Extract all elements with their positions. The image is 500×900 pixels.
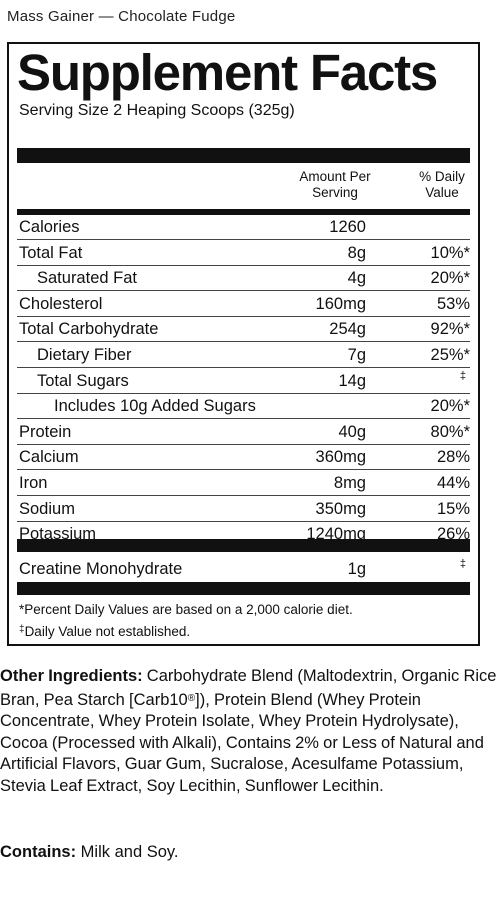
nutrient-amount: 1g	[347, 560, 366, 578]
nutrient-row: Iron 8mg 44%	[17, 470, 470, 496]
divider-bar-bottom	[17, 582, 470, 595]
contains-label: Contains:	[0, 843, 77, 861]
nutrient-label: Calories	[19, 218, 80, 236]
nutrient-row: Total Carbohydrate 254g 92%*	[17, 316, 470, 343]
nutrient-daily-value: ‡	[459, 558, 466, 570]
nutrient-label: Protein	[19, 422, 72, 441]
product-title: Mass Gainer — Chocolate Fudge	[7, 8, 236, 25]
nutrient-row: Cholesterol 160mg 53%	[17, 291, 470, 317]
nutrient-amount: 360mg	[315, 448, 366, 467]
nutrient-amount: 4g	[347, 269, 366, 288]
footnote-percent-daily-values: *Percent Daily Values are based on a 2,0…	[19, 602, 353, 617]
nutrient-label: Cholesterol	[19, 294, 103, 313]
nutrient-daily-value: 28%	[436, 448, 470, 467]
divider-bar-top	[17, 148, 470, 163]
nutrient-amount: 8mg	[333, 474, 366, 492]
allergen-contains: Contains: Milk and Soy.	[0, 843, 179, 862]
nutrient-daily-value: 15%	[436, 499, 470, 518]
nutrient-daily-value: 80%*	[430, 422, 470, 441]
nutrient-label: Sodium	[19, 499, 75, 518]
nutrient-row: Total Fat 8g 10%*	[17, 240, 470, 266]
header-amount-per-serving: Amount Per Serving	[299, 169, 371, 200]
registered-mark: ®	[187, 692, 196, 704]
other-ingredients: Other Ingredients: Carbohydrate Blend (M…	[0, 666, 500, 797]
nutrient-label: Includes 10g Added Sugars	[54, 397, 256, 416]
footnote-text: Daily Value not established.	[24, 624, 191, 639]
nutrient-row: Saturated Fat 4g 20%*	[17, 265, 470, 292]
nutrient-daily-value: 10%*	[430, 243, 470, 262]
nutrient-row: Calcium 360mg 28%	[17, 444, 470, 471]
footnote-daily-value-not-established: ‡Daily Value not established.	[19, 624, 190, 639]
nutrient-row-creatine: Creatine Monohydrate 1g ‡	[17, 556, 470, 581]
nutrient-amount: 8g	[347, 243, 366, 262]
nutrient-row: Dietary Fiber 7g 25%*	[17, 342, 470, 368]
header-daily-value: % Daily Value	[419, 169, 465, 200]
nutrient-daily-value: 20%*	[430, 269, 470, 288]
nutrient-label: Iron	[19, 474, 48, 492]
nutrient-daily-value: 20%*	[430, 397, 470, 416]
other-ingredients-label: Other Ingredients:	[0, 667, 143, 685]
panel-title: Supplement Facts	[17, 44, 438, 101]
nutrient-amount: 40g	[338, 422, 366, 441]
other-ingredients-text-2: ]), Protein Blend (Whey Protein Concentr…	[0, 690, 484, 795]
nutrient-row: Sodium 350mg 15%	[17, 496, 470, 522]
nutrient-daily-value: 92%*	[430, 320, 470, 339]
nutrient-daily-value: 53%	[436, 294, 470, 313]
nutrient-label: Calcium	[19, 448, 79, 467]
contains-text: Milk and Soy.	[76, 843, 179, 861]
nutrient-row: Protein 40g 80%*	[17, 419, 470, 445]
nutrient-label: Saturated Fat	[37, 269, 137, 288]
nutrient-label: Potassium	[19, 525, 97, 544]
nutrient-amount: 7g	[347, 346, 366, 364]
nutrient-label: Creatine Monohydrate	[19, 560, 183, 578]
nutrient-amount: 254g	[329, 320, 366, 339]
nutrient-daily-value: 25%*	[430, 346, 470, 364]
nutrient-row: Total Sugars 14g ‡	[17, 368, 470, 394]
footnote-dagger-mark: ‡	[19, 624, 25, 635]
nutrient-amount: 14g	[338, 371, 366, 390]
nutrient-amount: 1240mg	[306, 525, 366, 544]
nutrient-amount: 1260	[329, 218, 366, 236]
nutrient-label: Total Carbohydrate	[19, 320, 159, 339]
nutrient-daily-value: 26%	[436, 525, 470, 544]
divider-bar-header	[17, 209, 470, 215]
other-ingredients-text-1: Carbohydrate Blend (Maltodextrin, Organi…	[0, 667, 497, 709]
divider-bar-creatine-top	[17, 539, 470, 552]
nutrient-amount: 160mg	[315, 294, 366, 313]
nutrient-row: Includes 10g Added Sugars 20%*	[17, 393, 470, 420]
nutrient-label: Total Fat	[19, 243, 83, 262]
serving-size: Serving Size 2 Heaping Scoops (325g)	[19, 102, 295, 119]
nutrient-daily-value: ‡	[459, 369, 466, 382]
nutrient-label: Total Sugars	[37, 371, 129, 390]
nutrient-daily-value: 44%	[436, 474, 470, 492]
nutrient-row: Calories 1260	[17, 214, 470, 240]
nutrient-label: Dietary Fiber	[37, 346, 132, 364]
nutrient-amount: 350mg	[315, 499, 366, 518]
nutrient-row: Potassium 1240mg 26%	[17, 521, 470, 546]
supplement-facts-panel: Supplement Facts Serving Size 2 Heaping …	[7, 42, 480, 646]
